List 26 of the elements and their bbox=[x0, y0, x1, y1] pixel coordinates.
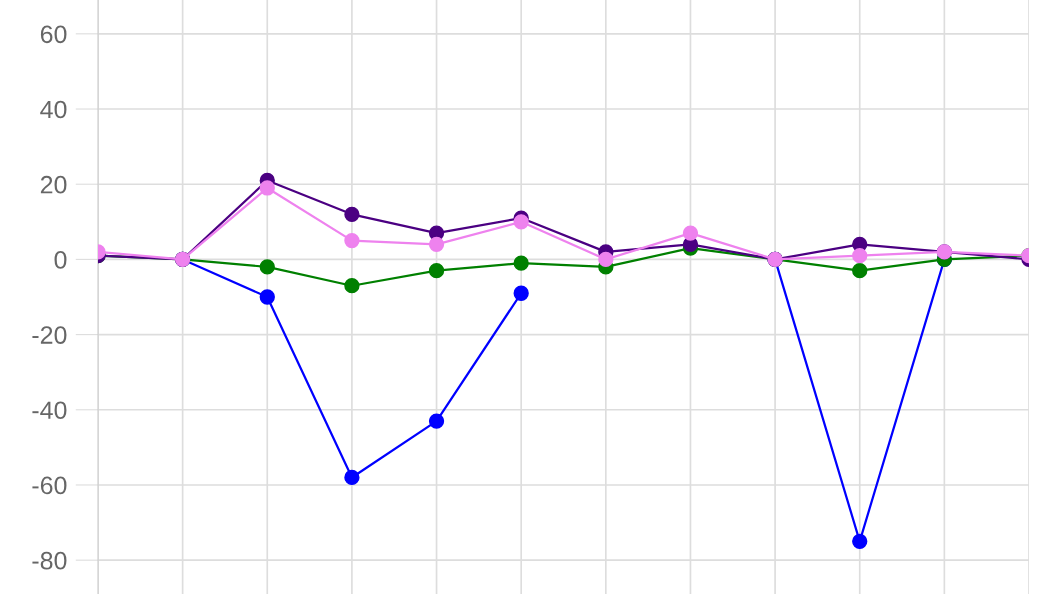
point bbox=[428, 236, 445, 253]
point bbox=[259, 180, 275, 196]
y-tick-label: 60 bbox=[40, 25, 67, 44]
point bbox=[344, 232, 360, 249]
point bbox=[598, 251, 614, 268]
point bbox=[344, 469, 360, 486]
y-tick-label: 40 bbox=[40, 100, 67, 119]
point bbox=[513, 285, 529, 301]
point bbox=[852, 263, 868, 279]
y-tick-label: 20 bbox=[40, 175, 67, 194]
point bbox=[513, 255, 529, 271]
point bbox=[428, 263, 445, 279]
y-tick-label: -20 bbox=[32, 326, 67, 344]
point bbox=[428, 413, 445, 429]
y-tick-label: 0 bbox=[54, 251, 67, 269]
point bbox=[344, 278, 360, 294]
point bbox=[513, 214, 529, 230]
y-tick-label: -80 bbox=[32, 551, 67, 570]
y-tick-label: -40 bbox=[32, 401, 67, 420]
y-tick-label: -60 bbox=[32, 476, 67, 495]
point bbox=[259, 289, 275, 305]
point bbox=[852, 248, 868, 264]
point bbox=[259, 259, 275, 275]
point bbox=[682, 225, 699, 241]
point bbox=[852, 533, 868, 550]
point bbox=[344, 206, 360, 222]
